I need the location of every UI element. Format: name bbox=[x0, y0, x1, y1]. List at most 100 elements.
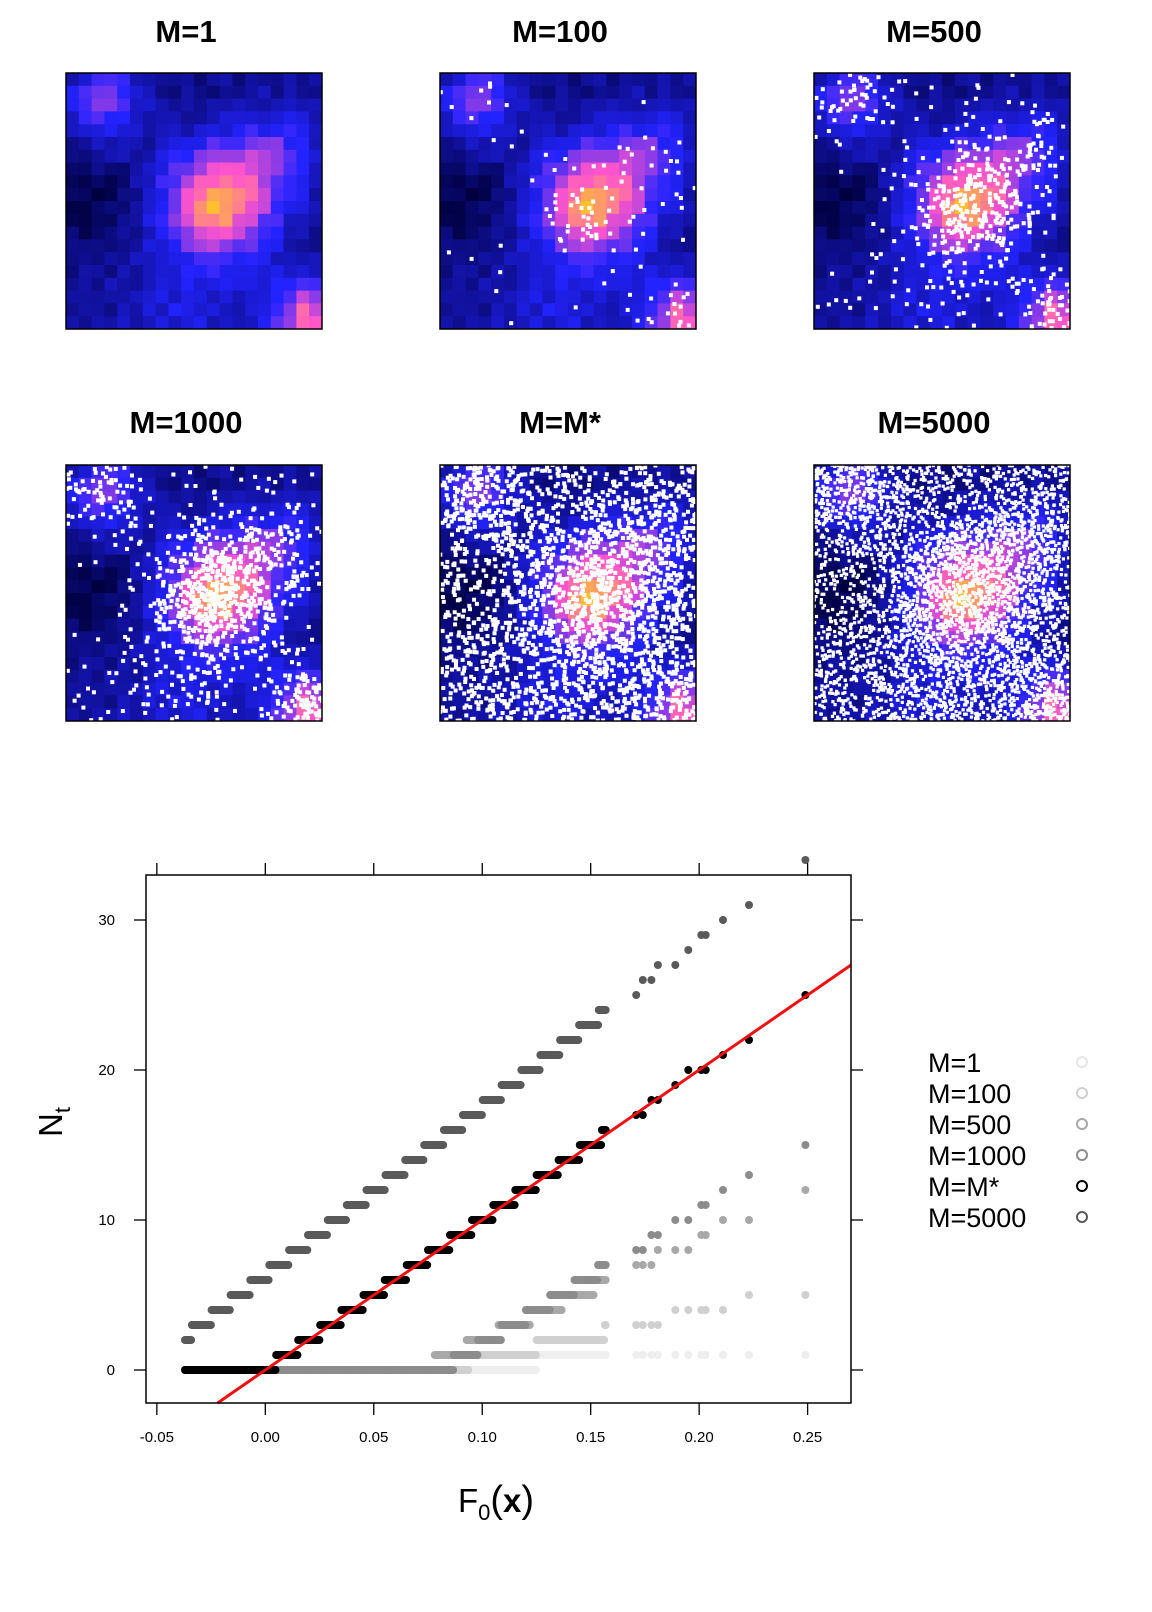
event-point bbox=[508, 620, 513, 625]
event-point bbox=[1051, 307, 1056, 312]
event-point bbox=[188, 552, 193, 557]
event-point bbox=[506, 561, 511, 566]
event-point bbox=[657, 594, 662, 599]
heatmap-cell bbox=[130, 252, 144, 266]
event-point bbox=[487, 589, 492, 594]
event-point bbox=[678, 675, 683, 679]
heatmap-cell bbox=[130, 529, 144, 543]
event-point bbox=[207, 578, 212, 583]
event-point bbox=[129, 644, 134, 649]
heatmap-cell bbox=[296, 239, 310, 253]
event-point bbox=[959, 279, 964, 284]
event-point bbox=[283, 673, 288, 678]
heatmap-cell bbox=[452, 644, 466, 658]
event-point bbox=[192, 610, 197, 615]
heatmap-cell bbox=[270, 277, 284, 291]
event-point bbox=[290, 698, 295, 703]
heatmap-cell bbox=[542, 175, 556, 189]
event-point bbox=[177, 512, 182, 517]
heatmap-cell bbox=[1018, 290, 1032, 304]
event-point bbox=[256, 485, 261, 490]
heatmap-cell bbox=[878, 226, 892, 240]
event-point bbox=[686, 323, 691, 328]
event-point bbox=[228, 586, 233, 591]
event-point bbox=[539, 704, 544, 709]
event-point bbox=[299, 676, 304, 681]
heatmap-cell bbox=[181, 316, 195, 330]
event-point bbox=[211, 562, 216, 567]
event-point bbox=[245, 612, 250, 617]
event-point bbox=[536, 567, 541, 572]
event-point bbox=[985, 236, 989, 241]
heatmap-cell bbox=[657, 226, 671, 240]
heatmap-cell bbox=[296, 631, 310, 645]
event-point bbox=[446, 514, 451, 519]
heatmap-cell bbox=[206, 252, 220, 266]
heatmap-cell bbox=[555, 124, 569, 138]
event-point bbox=[966, 162, 971, 167]
event-point bbox=[499, 663, 503, 668]
event-point bbox=[241, 578, 246, 583]
event-point bbox=[685, 662, 690, 667]
event-point bbox=[904, 302, 909, 307]
event-point bbox=[72, 698, 77, 703]
event-point bbox=[561, 489, 566, 494]
heatmap-cell bbox=[632, 85, 646, 99]
event-point bbox=[227, 590, 232, 594]
event-point bbox=[205, 576, 210, 581]
heatmap-cell bbox=[542, 303, 556, 317]
event-point bbox=[1031, 166, 1036, 171]
event-point bbox=[629, 152, 634, 157]
heatmap-cell bbox=[194, 188, 208, 202]
heatmap-cell bbox=[130, 567, 144, 581]
event-point bbox=[664, 607, 669, 612]
heatmap-cell bbox=[168, 277, 182, 291]
heatmap-cell bbox=[683, 85, 697, 99]
event-point bbox=[947, 259, 952, 264]
event-point bbox=[860, 79, 865, 83]
heatmap-cell bbox=[194, 124, 208, 138]
heatmap-cell bbox=[491, 175, 505, 189]
event-point bbox=[466, 624, 471, 629]
event-point bbox=[669, 635, 674, 640]
event-point bbox=[926, 187, 931, 192]
event-point bbox=[504, 664, 509, 669]
event-point bbox=[980, 221, 985, 225]
event-point bbox=[292, 479, 297, 484]
heatmap-cell bbox=[657, 213, 671, 227]
heatmap-cell bbox=[232, 137, 246, 151]
event-point bbox=[146, 692, 151, 697]
heatmap-cell bbox=[283, 213, 297, 227]
event-point bbox=[208, 609, 213, 614]
heatmap-cell bbox=[1057, 239, 1071, 253]
event-point bbox=[215, 551, 220, 556]
event-point bbox=[450, 546, 455, 551]
heatmap-cell bbox=[155, 239, 169, 253]
heatmap-cell bbox=[309, 111, 323, 125]
event-point bbox=[635, 602, 640, 606]
heatmap-cell bbox=[245, 695, 259, 709]
heatmap-cell bbox=[440, 213, 454, 227]
event-point bbox=[485, 478, 490, 483]
event-point bbox=[676, 552, 681, 557]
event-point bbox=[184, 560, 189, 565]
event-point bbox=[1028, 311, 1033, 316]
heatmap-cell bbox=[258, 162, 272, 176]
event-point bbox=[681, 697, 685, 702]
heatmap-cell bbox=[270, 644, 284, 658]
event-point bbox=[572, 478, 577, 483]
heatmap-cell bbox=[826, 316, 840, 330]
event-point bbox=[256, 553, 261, 558]
event-point bbox=[472, 524, 477, 529]
heatmap-cell bbox=[232, 290, 246, 304]
event-point bbox=[621, 171, 626, 176]
event-point bbox=[226, 566, 231, 570]
event-point bbox=[301, 677, 306, 682]
event-point bbox=[301, 570, 306, 575]
event-point bbox=[977, 217, 982, 222]
event-point bbox=[464, 511, 469, 516]
heatmap-cell bbox=[270, 477, 284, 491]
event-point bbox=[514, 572, 519, 577]
event-point bbox=[484, 659, 489, 663]
event-point bbox=[186, 692, 191, 697]
